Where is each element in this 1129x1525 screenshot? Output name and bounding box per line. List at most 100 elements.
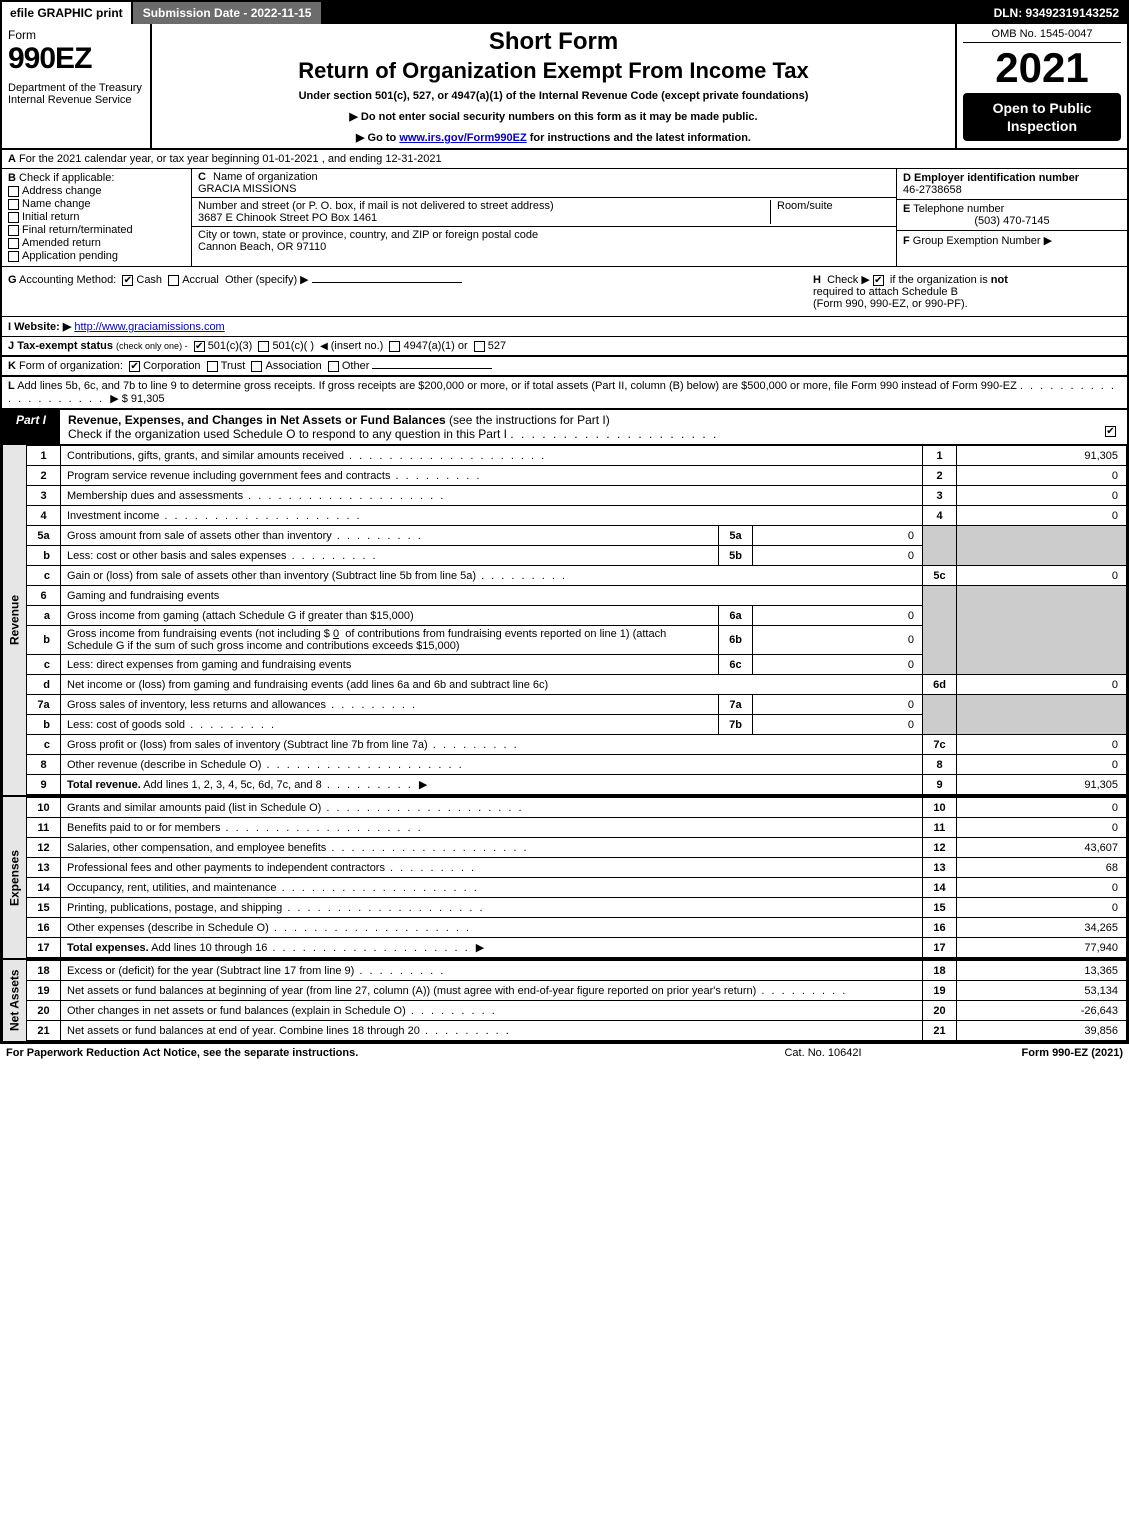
irs-link[interactable]: www.irs.gov/Form990EZ (399, 132, 526, 144)
row-k: K Form of organization: Corporation Trus… (2, 357, 1127, 377)
d-tel-row: E Telephone number (503) 470-7145 (897, 200, 1127, 231)
row-gh: G Accounting Method: Cash Accrual Other … (2, 267, 1127, 317)
footer-right: Form 990-EZ (2021) (923, 1047, 1123, 1059)
cb-cash[interactable] (122, 275, 133, 286)
org-city: Cannon Beach, OR 97110 (198, 241, 326, 253)
line-17: 17Total expenses. Add lines 10 through 1… (27, 938, 1127, 958)
header-center: Short Form Return of Organization Exempt… (152, 24, 957, 148)
j-label: Tax-exempt status (17, 340, 113, 352)
l6d-d: Net income or (loss) from gaming and fun… (61, 675, 923, 695)
cb-4947[interactable] (389, 341, 400, 352)
public-inspection: Open to Public Inspection (963, 93, 1121, 141)
part-i-checkbox-cell (1097, 410, 1127, 444)
cb-527[interactable] (474, 341, 485, 352)
title-return: Return of Organization Exempt From Incom… (158, 58, 949, 84)
cb-501c[interactable] (258, 341, 269, 352)
c-city-row: City or town, state or province, country… (192, 227, 896, 255)
cb-pending[interactable]: Application pending (8, 250, 185, 262)
note2-suffix: for instructions and the latest informat… (527, 132, 751, 144)
l6c-sv: 0 (753, 655, 923, 675)
part-i-title-cell: Revenue, Expenses, and Changes in Net As… (60, 410, 1097, 444)
cb-amended[interactable]: Amended return (8, 237, 185, 249)
l20-d: Other changes in net assets or fund bala… (67, 1005, 406, 1017)
line-13: 13Professional fees and other payments t… (27, 858, 1127, 878)
part-i-sub: (see the instructions for Part I) (449, 413, 610, 427)
l-text: Add lines 5b, 6c, and 7b to line 9 to de… (17, 380, 1017, 392)
l9-d: Total revenue. (67, 779, 141, 791)
line-8: 8 Other revenue (describe in Schedule O)… (27, 755, 1127, 775)
j-o4: 527 (488, 340, 506, 352)
k-o4: Other (342, 360, 370, 372)
line-4: 4 Investment income 4 0 (27, 506, 1127, 526)
expenses-table: 10Grants and similar amounts paid (list … (26, 797, 1127, 958)
row-h: H Check ▶ if the organization is not req… (807, 267, 1127, 316)
subtitle: Under section 501(c), 527, or 4947(a)(1)… (158, 90, 949, 102)
col-b: B Check if applicable: Address change Na… (2, 169, 192, 266)
l2-amt: 0 (957, 466, 1127, 486)
row-g: G Accounting Method: Cash Accrual Other … (2, 267, 807, 316)
l1-amt: 91,305 (957, 446, 1127, 466)
l11-amt: 0 (957, 818, 1127, 838)
accrual-label: Accrual (182, 274, 219, 286)
h-not: not (991, 274, 1008, 286)
topbar-spacer (323, 2, 985, 24)
k-other-input[interactable] (372, 368, 492, 369)
ein-value: 46-2738658 (903, 184, 962, 196)
l7c-amt: 0 (957, 735, 1127, 755)
l16-amt: 34,265 (957, 918, 1127, 938)
l16-d: Other expenses (describe in Schedule O) (67, 922, 269, 934)
note-ssn: ▶ Do not enter social security numbers o… (158, 110, 949, 123)
l6b-sv: 0 (753, 626, 923, 655)
h-text2: required to attach Schedule B (813, 286, 958, 298)
footer-form: 990-EZ (1052, 1047, 1088, 1059)
l5a-sv: 0 (753, 526, 923, 546)
l7a-d: Gross sales of inventory, less returns a… (67, 699, 326, 711)
cb-accrual[interactable] (168, 275, 179, 286)
l4-amt: 0 (957, 506, 1127, 526)
line-5a: 5a Gross amount from sale of assets othe… (27, 526, 1127, 546)
l6a-d: Gross income from gaming (attach Schedul… (61, 606, 719, 626)
l7a-sv: 0 (753, 695, 923, 715)
line-12: 12Salaries, other compensation, and empl… (27, 838, 1127, 858)
line-6d: d Net income or (loss) from gaming and f… (27, 675, 1127, 695)
group-label: Group Exemption Number ▶ (913, 235, 1052, 247)
j-o1: 501(c)(3) (208, 340, 253, 352)
cb-trust[interactable] (207, 361, 218, 372)
tax-year: 2021 (963, 47, 1121, 89)
line-20: 20Other changes in net assets or fund ba… (27, 1001, 1127, 1021)
line-21: 21Net assets or fund balances at end of … (27, 1021, 1127, 1041)
line-1: 1 Contributions, gifts, grants, and simi… (27, 446, 1127, 466)
cash-label: Cash (136, 274, 162, 286)
website-link[interactable]: http://www.graciamissions.com (74, 321, 224, 333)
efile-print[interactable]: efile GRAPHIC print (2, 2, 133, 24)
l18-d: Excess or (deficit) for the year (Subtra… (67, 965, 354, 977)
cb-schedule-b[interactable] (873, 275, 884, 286)
cb-other-k[interactable] (328, 361, 339, 372)
l13-d: Professional fees and other payments to … (67, 862, 385, 874)
l-lead: L (8, 380, 15, 392)
l6b-d1: Gross income from fundraising events (no… (67, 628, 330, 640)
l6c-d: Less: direct expenses from gaming and fu… (67, 659, 351, 671)
cb-address-change[interactable]: Address change (8, 185, 185, 197)
l5a-d: Gross amount from sale of assets other t… (67, 530, 332, 542)
cb-initial-return[interactable]: Initial return (8, 211, 185, 223)
other-input[interactable] (312, 282, 462, 283)
e-lead: E (903, 203, 910, 215)
l12-amt: 43,607 (957, 838, 1127, 858)
l5c-d: Gain or (loss) from sale of assets other… (67, 570, 476, 582)
cb-501c3[interactable] (194, 341, 205, 352)
l19-amt: 53,134 (957, 981, 1127, 1001)
cb-corp[interactable] (129, 361, 140, 372)
netassets-section: Net Assets 18Excess or (deficit) for the… (2, 958, 1127, 1041)
cb-name-change[interactable]: Name change (8, 198, 185, 210)
dept-text: Department of the Treasury Internal Reve… (8, 82, 144, 106)
l7c-d: Gross profit or (loss) from sales of inv… (67, 739, 428, 751)
col-c: C Name of organization GRACIA MISSIONS N… (192, 169, 897, 266)
cb-final-return[interactable]: Final return/terminated (8, 224, 185, 236)
l5c-amt: 0 (957, 566, 1127, 586)
cb-schedule-o[interactable] (1105, 426, 1116, 437)
cb-assoc[interactable] (251, 361, 262, 372)
tel-label: Telephone number (913, 203, 1004, 215)
line-a: A For the 2021 calendar year, or tax yea… (2, 150, 1127, 169)
l5b-d: Less: cost or other basis and sales expe… (67, 550, 287, 562)
